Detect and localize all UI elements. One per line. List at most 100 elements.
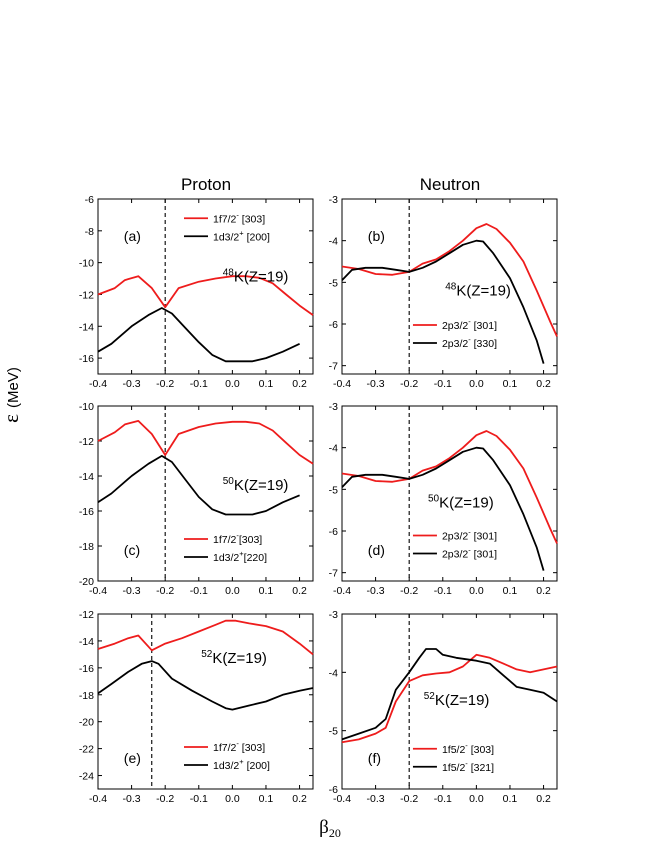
panel-c-label: (c) xyxy=(124,542,140,558)
panels-group: -0.4 -0.3 -0.2 -0.1 0.0 0.1 0.2-16-14-12-10-8-… xyxy=(79,194,558,805)
x-tick-label: 0.1 xyxy=(259,793,274,805)
x-tick-label: -0.3 xyxy=(367,793,385,805)
legend-parity: - xyxy=(468,528,471,537)
x-tick-label: -0.1 xyxy=(190,378,208,390)
panel-c: -0.4 -0.3 -0.2 -0.1 0.0 0.1 0.2 -20 -18 -16 -14 -12… xyxy=(79,401,314,597)
legend-entry: 1f5/2- [321] xyxy=(442,759,494,774)
y-tick-label: -20 xyxy=(79,576,94,588)
y-axis-label: ε (MeV) xyxy=(0,367,23,423)
x-tick-label: 0.2 xyxy=(536,585,551,597)
y-tick-label: -5 xyxy=(329,726,338,738)
x-tick-label: -0.2 xyxy=(400,585,418,597)
panel-a-series-black-line xyxy=(97,307,300,363)
panel-e-frame xyxy=(97,613,314,790)
legend-asymptotic-label: [301] xyxy=(471,531,497,543)
x-tick-label: -0.1 xyxy=(434,585,452,597)
legend-parity: + xyxy=(239,757,244,766)
y-tick-label: -22 xyxy=(79,744,94,756)
x-tick-label: -0.1 xyxy=(190,585,208,597)
y-tick-label: -6 xyxy=(329,526,338,538)
nucleus-mass-number: 50 xyxy=(428,494,440,505)
x-tick-label: -0.4 xyxy=(333,378,351,390)
nucleus-name: K(Z=19) xyxy=(234,268,289,285)
proton-column-title: Proton xyxy=(181,175,231,194)
panel-b-frame xyxy=(341,198,558,375)
legend-entry: 2p3/2- [301] xyxy=(442,528,497,543)
legend-asymptotic-label: [301] xyxy=(471,549,497,561)
x-tick-label: -0.3 xyxy=(123,793,141,805)
legend-parity: - xyxy=(236,210,239,219)
legend-asymptotic-label: [301] xyxy=(471,320,497,332)
x-tick-label: 0.2 xyxy=(292,585,307,597)
legend-asymptotic-label: [321] xyxy=(468,762,494,774)
nucleus-mass-number: 48 xyxy=(223,267,235,278)
panel-b-series-black-line xyxy=(341,239,545,364)
legend-asymptotic-label: [303] xyxy=(239,534,262,546)
x-tick-label: -0.2 xyxy=(400,793,418,805)
y-tick-label: -24 xyxy=(79,771,94,783)
legend-orbital: 1f5/2 xyxy=(442,762,466,774)
y-tick-label: -18 xyxy=(79,690,94,702)
legend-orbital: 1f7/2 xyxy=(213,742,237,754)
y-tick-label: -12 xyxy=(79,436,94,448)
legend-entry: 1d3/2+[220] xyxy=(213,549,267,564)
legend-entry: 1f7/2- [303] xyxy=(213,210,265,225)
panel-a-label: (a) xyxy=(124,228,141,244)
x-tick-label: 0.1 xyxy=(503,585,518,597)
panel-c-series-black-line xyxy=(97,454,300,516)
panel-e: -0.4 -0.3 -0.2 -0.1 0.0 0.1 0.2 -24 -22 -20 -18 -16… xyxy=(79,609,314,805)
x-tick-label: -0.3 xyxy=(367,585,385,597)
panel-f-series-black-line xyxy=(341,648,558,741)
y-tick-label: -16 xyxy=(79,353,94,365)
legend-parity: - xyxy=(465,741,468,750)
y-tick-label: -20 xyxy=(79,717,94,729)
y-tick-label: -18 xyxy=(79,541,94,553)
neutron-column-title: Neutron xyxy=(420,175,480,194)
panel-f-series-red-line xyxy=(341,653,558,744)
panel-b-nucleus-label: 48K(Z=19) xyxy=(445,281,511,299)
legend-asymptotic-label: [330] xyxy=(471,338,497,350)
panel-a-series-red-line xyxy=(97,275,314,316)
x-tick-label: -0.4 xyxy=(333,793,351,805)
y-tick-label: -7 xyxy=(329,361,338,373)
x-tick-label: 0.0 xyxy=(225,378,240,390)
x-tick-label: 0.2 xyxy=(292,378,307,390)
x-tick-label: -0.4 xyxy=(89,585,107,597)
legend-asymptotic-label: [200] xyxy=(244,231,270,243)
panel-d-series-black-line xyxy=(341,446,545,571)
legend-entry: 1d3/2+ [200] xyxy=(213,228,270,243)
panel-e-series-black-line xyxy=(97,660,314,711)
nucleus-name: K(Z=19) xyxy=(439,495,494,512)
x-tick-label: -0.2 xyxy=(400,378,418,390)
y-tick-label: -5 xyxy=(329,277,338,289)
y-tick-label: -6 xyxy=(329,319,338,331)
y-tick-label: -12 xyxy=(79,289,94,301)
legend-entry: 1d3/2+ [200] xyxy=(213,757,270,772)
y-tick-label: -3 xyxy=(329,194,338,206)
panel-b-series-red-line xyxy=(341,223,558,337)
panel-d-nucleus-label: 50K(Z=19) xyxy=(428,494,494,512)
x-tick-label: 0.1 xyxy=(259,378,274,390)
y-tick-label: -6 xyxy=(85,194,94,206)
panel-d-series-red-line xyxy=(341,430,558,544)
panel-a-nucleus-label: 48K(Z=19) xyxy=(223,267,289,285)
panel-a: -0.4 -0.3 -0.2 -0.1 0.0 0.1 0.2 -16 -14 -12 -10 -8 -… xyxy=(79,194,314,390)
panel-e-series-red-line xyxy=(97,619,314,656)
x-tick-label: 0.0 xyxy=(225,585,240,597)
y-axis-symbol: ε xyxy=(0,414,23,423)
x-tick-label: -0.1 xyxy=(434,378,452,390)
x-tick-label: 0.2 xyxy=(536,378,551,390)
y-tick-label: -10 xyxy=(79,401,94,413)
legend-parity: + xyxy=(239,549,244,558)
x-tick-label: -0.2 xyxy=(156,378,174,390)
legend-parity: - xyxy=(468,546,471,555)
y-tick-label: -14 xyxy=(79,471,94,483)
x-tick-label: 0.2 xyxy=(536,793,551,805)
panel-d-frame xyxy=(341,405,558,582)
y-tick-label: -14 xyxy=(79,636,94,648)
y-tick-label: -12 xyxy=(79,609,94,621)
panel-f-label: (f) xyxy=(368,750,381,766)
y-tick-label: -8 xyxy=(85,226,94,238)
panel-d: -0.4 -0.3 -0.2 -0.1 0.0 0.1 0.2 -7 -6 -5 -4 -3 (d) 50… xyxy=(329,401,558,597)
